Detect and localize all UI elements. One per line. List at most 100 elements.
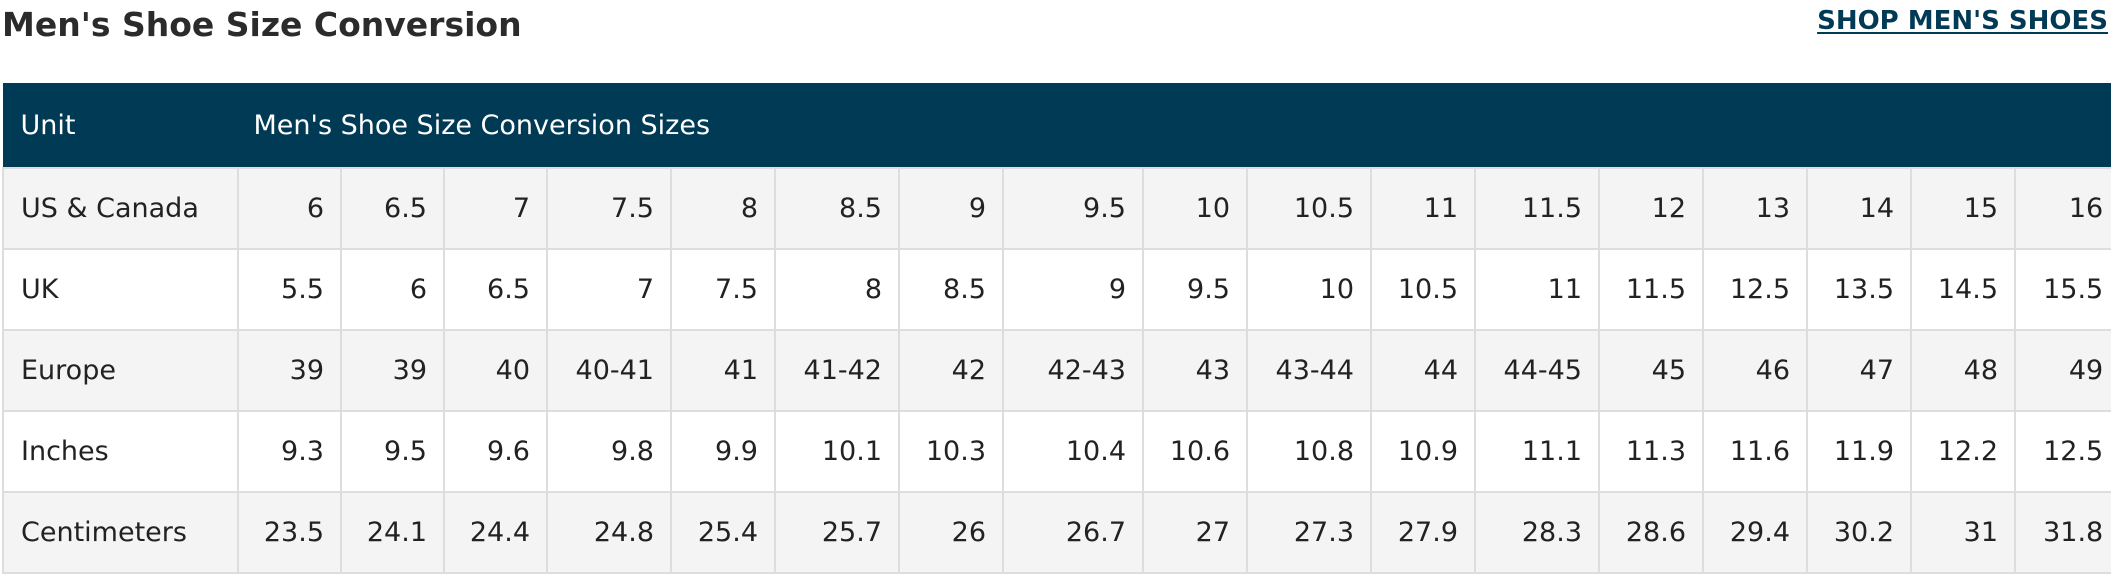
table-row: US & Canada 6 6.5 7 7.5 8 8.5 9 9.5 10 10.5 11 11.5 1…	[2, 167, 2111, 250]
size-cell: 26	[898, 491, 1004, 574]
size-cell: 6.5	[340, 167, 445, 250]
size-cell: 15.5	[2013, 248, 2111, 331]
size-cell: 10	[1246, 248, 1372, 331]
size-cell: 48	[1910, 329, 2016, 412]
size-cell: 44	[1370, 329, 1476, 412]
size-cell: 24.8	[546, 491, 672, 574]
size-cell: 7.5	[546, 167, 672, 250]
size-cell: 43	[1142, 329, 1248, 412]
size-cell: 12.5	[1702, 248, 1808, 331]
size-cell: 25.4	[670, 491, 776, 574]
size-cell: 42-43	[1002, 329, 1144, 412]
size-cell: 31	[1910, 491, 2016, 574]
size-conversion-table: Unit Men's Shoe Size Conversion Sizes US…	[2, 83, 2111, 574]
size-cell: 11.1	[1474, 410, 1600, 493]
size-cell: 41-42	[774, 329, 900, 412]
column-header-sizes: Men's Shoe Size Conversion Sizes	[237, 83, 2111, 169]
table-row: Centimeters 23.5 24.1 24.4 24.8 25.4 25.7 26 26.…	[2, 491, 2111, 574]
size-cell: 10.5	[1370, 248, 1476, 331]
size-cell: 9.5	[1002, 167, 1144, 250]
size-cell: 10	[1142, 167, 1248, 250]
size-cell: 10.1	[774, 410, 900, 493]
size-cell: 46	[1702, 329, 1808, 412]
size-cell: 11.6	[1702, 410, 1808, 493]
page-title: Men's Shoe Size Conversion	[2, 5, 522, 44]
size-cell: 16	[2013, 167, 2111, 250]
size-cell: 29.4	[1702, 491, 1808, 574]
size-cell: 9.5	[1142, 248, 1248, 331]
size-cell: 9.9	[670, 410, 776, 493]
size-cell: 14	[1806, 167, 1912, 250]
size-cell: 24.4	[443, 491, 548, 574]
table-row: UK 5.5 6 6.5 7 7.5 8 8.5 9 9.5 10 10.5 11 11.5 12.5 13.…	[2, 248, 2111, 331]
shop-mens-shoes-link[interactable]: SHOP MEN'S SHOES	[1817, 6, 2108, 36]
size-cell: 28.3	[1474, 491, 1600, 574]
size-cell: 26.7	[1002, 491, 1144, 574]
size-cell: 11.3	[1598, 410, 1704, 493]
size-cell: 9	[1002, 248, 1144, 331]
size-cell: 9	[898, 167, 1004, 250]
size-cell: 40	[443, 329, 548, 412]
unit-cell: US & Canada	[2, 167, 239, 250]
size-cell: 7.5	[670, 248, 776, 331]
size-cell: 11.5	[1474, 167, 1600, 250]
size-cell: 11	[1370, 167, 1476, 250]
unit-cell: Europe	[2, 329, 239, 412]
size-cell: 12.2	[1910, 410, 2016, 493]
table-header-row: Unit Men's Shoe Size Conversion Sizes	[2, 83, 2111, 169]
size-cell: 13.5	[1806, 248, 1912, 331]
size-cell: 39	[340, 329, 445, 412]
size-cell: 6	[340, 248, 445, 331]
table-row: Europe 39 39 40 40-41 41 41-42 42 42-43 43 43-44 44…	[2, 329, 2111, 412]
size-cell: 41	[670, 329, 776, 412]
size-cell: 23.5	[237, 491, 342, 574]
size-cell: 42	[898, 329, 1004, 412]
size-cell: 10.3	[898, 410, 1004, 493]
size-cell: 8	[774, 248, 900, 331]
size-cell: 13	[1702, 167, 1808, 250]
size-cell: 25.7	[774, 491, 900, 574]
size-cell: 27.9	[1370, 491, 1476, 574]
size-cell: 9.6	[443, 410, 548, 493]
size-cell: 44-45	[1474, 329, 1600, 412]
size-cell: 11	[1474, 248, 1600, 331]
size-cell: 31.8	[2013, 491, 2111, 574]
size-cell: 14.5	[1910, 248, 2016, 331]
size-cell: 45	[1598, 329, 1704, 412]
size-cell: 15	[1910, 167, 2016, 250]
size-cell: 28.6	[1598, 491, 1704, 574]
size-cell: 9.3	[237, 410, 342, 493]
unit-cell: Centimeters	[2, 491, 239, 574]
size-cell: 11.9	[1806, 410, 1912, 493]
size-cell: 8	[670, 167, 776, 250]
size-cell: 5.5	[237, 248, 342, 331]
unit-cell: UK	[2, 248, 239, 331]
size-cell: 9.5	[340, 410, 445, 493]
size-cell: 7	[546, 248, 672, 331]
table-body: US & Canada 6 6.5 7 7.5 8 8.5 9 9.5 10 10.5 11 11.5 1…	[2, 167, 2111, 574]
page-header: Men's Shoe Size Conversion SHOP MEN'S SH…	[0, 0, 2111, 70]
size-cell: 39	[237, 329, 342, 412]
size-cell: 8.5	[898, 248, 1004, 331]
size-cell: 9.8	[546, 410, 672, 493]
size-cell: 49	[2013, 329, 2111, 412]
size-cell: 10.5	[1246, 167, 1372, 250]
size-cell: 27	[1142, 491, 1248, 574]
size-cell: 7	[443, 167, 548, 250]
size-cell: 10.9	[1370, 410, 1476, 493]
size-cell: 10.4	[1002, 410, 1144, 493]
size-cell: 6.5	[443, 248, 548, 331]
unit-cell: Inches	[2, 410, 239, 493]
size-cell: 30.2	[1806, 491, 1912, 574]
size-cell: 27.3	[1246, 491, 1372, 574]
size-cell: 10.6	[1142, 410, 1248, 493]
column-header-unit: Unit	[2, 83, 239, 169]
size-cell: 10.8	[1246, 410, 1372, 493]
size-cell: 12.5	[2013, 410, 2111, 493]
size-cell: 24.1	[340, 491, 445, 574]
size-cell: 47	[1806, 329, 1912, 412]
size-cell: 12	[1598, 167, 1704, 250]
size-cell: 43-44	[1246, 329, 1372, 412]
table-row: Inches 9.3 9.5 9.6 9.8 9.9 10.1 10.3 10.4 10.6 10.…	[2, 410, 2111, 493]
size-cell: 40-41	[546, 329, 672, 412]
